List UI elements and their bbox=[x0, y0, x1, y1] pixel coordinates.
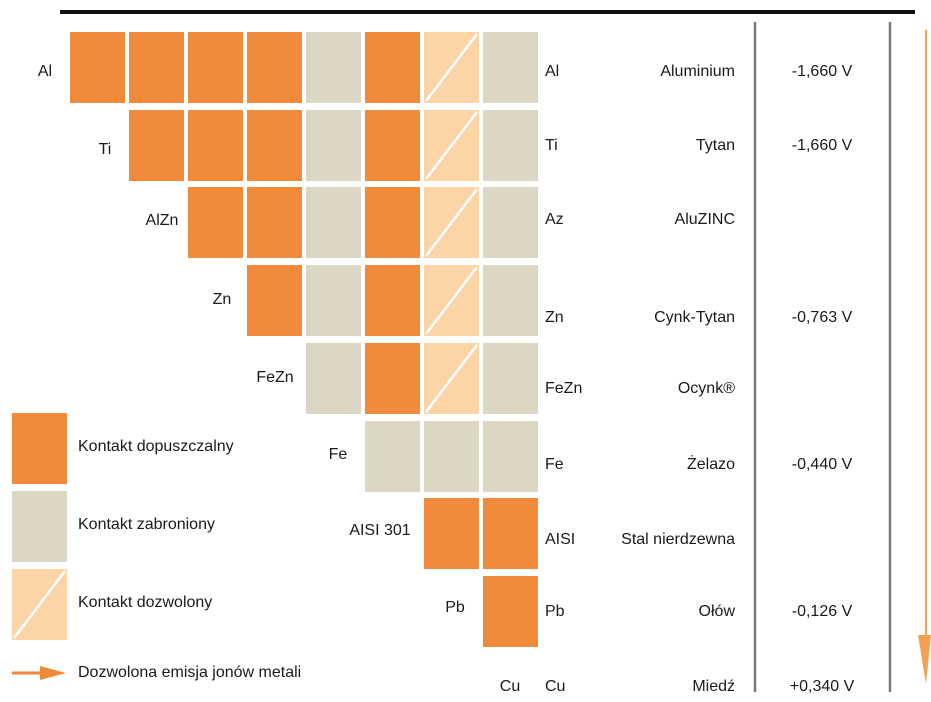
contact-cell bbox=[424, 421, 479, 492]
contact-cell bbox=[365, 421, 420, 492]
potential: -0,763 V bbox=[792, 309, 853, 326]
metal-code: Az bbox=[545, 211, 564, 228]
metal-name: Tytan bbox=[696, 137, 735, 154]
legend-label: Kontakt dozwolony bbox=[78, 594, 212, 611]
metal-code: Cu bbox=[545, 678, 565, 695]
legend-swatch bbox=[12, 413, 67, 484]
cell-diagonal bbox=[425, 344, 478, 413]
metal-code: Pb bbox=[545, 603, 565, 620]
metal-name: AluZINC bbox=[675, 211, 735, 228]
metal-code: Fe bbox=[545, 456, 564, 473]
contact-cell bbox=[306, 343, 361, 414]
contact-cell bbox=[483, 343, 538, 414]
contact-cell bbox=[483, 265, 538, 336]
contact-cell bbox=[483, 498, 538, 569]
contact-cell bbox=[188, 32, 243, 103]
metal-name: Cynk-Tytan bbox=[654, 309, 735, 326]
contact-cell bbox=[365, 343, 420, 414]
legend-label: Kontakt dopuszczalny bbox=[78, 438, 234, 455]
metal-code: FeZn bbox=[545, 380, 582, 397]
cell-diagonal bbox=[425, 33, 478, 102]
row-left-label: AISI 301 bbox=[349, 522, 410, 539]
contact-cell bbox=[424, 498, 479, 569]
metal-name: Stal nierdzewna bbox=[621, 531, 735, 548]
arrow-legend-label: Dozwolona emisja jonów metali bbox=[78, 664, 301, 681]
cell-diagonal bbox=[425, 188, 478, 257]
metal-name: Ołów bbox=[699, 603, 736, 620]
contact-cell bbox=[306, 110, 361, 181]
contact-cell bbox=[483, 576, 538, 647]
contact-cell bbox=[188, 110, 243, 181]
contact-cell bbox=[365, 32, 420, 103]
contact-cell bbox=[247, 32, 302, 103]
legend-label: Kontakt zabroniony bbox=[78, 516, 215, 533]
metal-code: AISI bbox=[545, 531, 575, 548]
contact-cell bbox=[188, 187, 243, 258]
metal-name: Ocynk® bbox=[678, 380, 735, 397]
metal-name: Żelazo bbox=[687, 454, 735, 473]
contact-cell bbox=[70, 32, 125, 103]
potential: -0,440 V bbox=[792, 456, 853, 473]
contact-cell bbox=[483, 32, 538, 103]
contact-cell bbox=[306, 32, 361, 103]
row-left-label: FeZn bbox=[256, 369, 293, 386]
potential: -0,126 V bbox=[792, 603, 853, 620]
metal-name: Aluminium bbox=[660, 63, 735, 80]
contact-cell bbox=[129, 110, 184, 181]
legend-swatch bbox=[12, 491, 67, 562]
row-left-label: Cu bbox=[500, 678, 520, 695]
contact-cell bbox=[129, 32, 184, 103]
metal-code: Al bbox=[545, 63, 559, 80]
contact-cell bbox=[365, 110, 420, 181]
row-left-label: Ti bbox=[99, 141, 112, 158]
arrow-legend-icon bbox=[12, 666, 66, 680]
contact-cell bbox=[247, 187, 302, 258]
contact-cell bbox=[247, 265, 302, 336]
cell-diagonal bbox=[13, 570, 66, 639]
contact-cell bbox=[306, 187, 361, 258]
potential: +0,340 V bbox=[790, 678, 855, 695]
row-left-label: Zn bbox=[213, 291, 232, 308]
row-left-label: Pb bbox=[445, 599, 465, 616]
metal-code: Ti bbox=[545, 137, 558, 154]
contact-cell bbox=[306, 265, 361, 336]
metal-name: Miedź bbox=[692, 678, 735, 695]
row-left-label: Fe bbox=[329, 446, 348, 463]
contact-cell bbox=[483, 421, 538, 492]
potential: -1,660 V bbox=[792, 137, 853, 154]
metal-code: Zn bbox=[545, 309, 564, 326]
contact-cell bbox=[483, 110, 538, 181]
contact-cell bbox=[365, 187, 420, 258]
cell-diagonal bbox=[425, 266, 478, 335]
potential-arrow bbox=[918, 30, 931, 684]
cell-diagonal bbox=[425, 111, 478, 180]
contact-cell bbox=[483, 187, 538, 258]
contact-cell bbox=[247, 110, 302, 181]
row-left-label: AlZn bbox=[146, 212, 179, 229]
potential: -1,660 V bbox=[792, 63, 853, 80]
row-left-label: Al bbox=[38, 63, 52, 80]
contact-cell bbox=[365, 265, 420, 336]
